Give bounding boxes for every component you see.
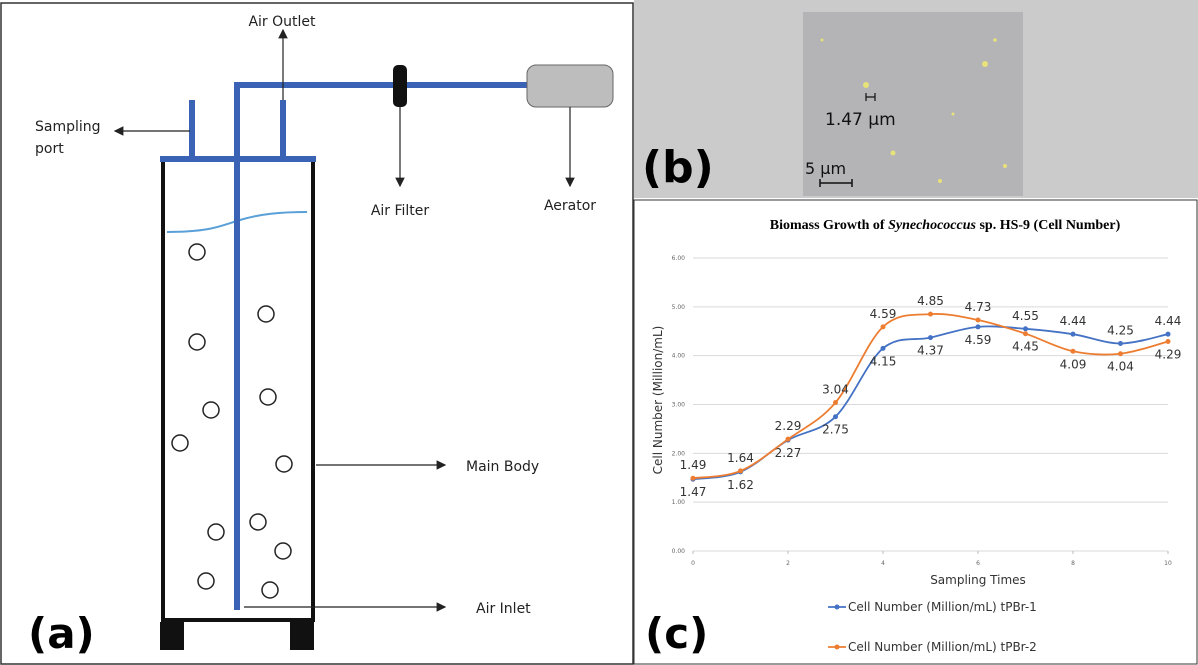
- x-tick-label: 10: [1164, 560, 1172, 567]
- aerator: [527, 65, 613, 107]
- point: [786, 437, 791, 442]
- data-label: 2.27: [775, 446, 802, 460]
- scale-bar-label: 5 µm: [805, 159, 846, 178]
- legend-marker: [835, 645, 840, 650]
- point: [1118, 341, 1123, 346]
- legend-marker: [835, 605, 840, 610]
- data-label: 1.62: [727, 478, 754, 492]
- title-part: Synechococcus: [888, 218, 976, 233]
- data-label: 4.09: [1060, 357, 1087, 371]
- y-tick-label: 6.00: [672, 255, 686, 262]
- point: [1166, 332, 1171, 337]
- data-label: 4.44: [1060, 314, 1087, 328]
- leg: [290, 622, 314, 650]
- data-label: 4.04: [1107, 360, 1134, 374]
- data-label: 4.73: [965, 300, 992, 314]
- point: [1023, 331, 1028, 336]
- point: [691, 476, 696, 481]
- point: [1118, 351, 1123, 356]
- diagram-label: Air Outlet: [248, 14, 316, 30]
- diagram-label: Aerator: [544, 198, 596, 214]
- y-tick-label: 2.00: [672, 450, 686, 457]
- x-tick-label: 2: [786, 560, 790, 567]
- leg: [160, 622, 184, 650]
- data-label: 4.85: [917, 294, 944, 308]
- diagram-label: Air Filter: [371, 203, 430, 219]
- data-label: 3.04: [822, 383, 849, 397]
- figure-canvas: Air Outlet Air Filter Aerator Main Body …: [0, 0, 1198, 665]
- point: [928, 312, 933, 317]
- point: [738, 468, 743, 473]
- panel-label: (a): [28, 609, 95, 658]
- air-pipe: [234, 82, 240, 610]
- cell-size-label: 1.47 µm: [825, 110, 896, 130]
- data-label: 2.75: [822, 423, 849, 437]
- point: [928, 335, 933, 340]
- figure: Air Outlet Air Filter Aerator Main Body …: [0, 0, 1198, 665]
- point: [833, 400, 838, 405]
- data-label: 4.44: [1155, 314, 1182, 328]
- data-label: 4.55: [1012, 309, 1039, 323]
- x-tick-label: 0: [691, 560, 695, 567]
- point: [1023, 326, 1028, 331]
- data-label: 1.49: [680, 458, 707, 472]
- air-filter: [393, 65, 407, 107]
- point: [976, 324, 981, 329]
- point: [1166, 339, 1171, 344]
- data-label: 4.37: [917, 344, 944, 358]
- data-label: 4.59: [870, 307, 897, 321]
- x-tick-label: 8: [1071, 560, 1075, 567]
- y-tick-label: 4.00: [672, 353, 686, 360]
- point: [881, 346, 886, 351]
- title-part: sp. HS-9 (Cell Number): [976, 218, 1121, 233]
- x-tick-label: 4: [881, 560, 885, 567]
- data-label: 1.47: [680, 485, 707, 499]
- data-label: 1.64: [727, 451, 754, 465]
- panel-c-frame: [634, 200, 1197, 664]
- x-tick-label: 6: [976, 560, 980, 567]
- data-label: 4.45: [1012, 340, 1039, 354]
- y-axis-label: Cell Number (Million/mL): [651, 326, 665, 475]
- data-label: 4.25: [1107, 323, 1134, 337]
- data-label: 2.29: [775, 419, 802, 433]
- x-axis-label: Sampling Times: [930, 573, 1026, 587]
- y-tick-label: 0.00: [672, 548, 686, 555]
- point: [881, 324, 886, 329]
- chart-title: Biomass Growth of Synechococcus sp. HS-9…: [770, 218, 1121, 233]
- diagram-label: Air Inlet: [476, 601, 531, 617]
- y-tick-label: 1.00: [672, 499, 686, 506]
- data-label: 4.59: [965, 333, 992, 347]
- panel-label: (b): [642, 142, 714, 193]
- legend-label: Cell Number (Million/mL) tPBr-1: [848, 600, 1037, 614]
- outlet-pipe: [280, 100, 286, 158]
- diagram-label: Main Body: [466, 459, 539, 475]
- data-label: 4.29: [1155, 348, 1182, 362]
- title-part: Biomass Growth of: [770, 218, 888, 233]
- data-label: 4.15: [870, 354, 897, 368]
- y-tick-label: 5.00: [672, 304, 686, 311]
- panel-label: (c): [645, 609, 708, 658]
- point: [976, 318, 981, 323]
- legend-label: Cell Number (Million/mL) tPBr-2: [848, 640, 1037, 654]
- sampling-pipe: [189, 100, 195, 158]
- diagram-label: Sampling port: [35, 116, 107, 160]
- air-pipe: [234, 82, 530, 88]
- y-tick-label: 3.00: [672, 402, 686, 409]
- point: [833, 414, 838, 419]
- point: [1071, 332, 1076, 337]
- point: [1071, 349, 1076, 354]
